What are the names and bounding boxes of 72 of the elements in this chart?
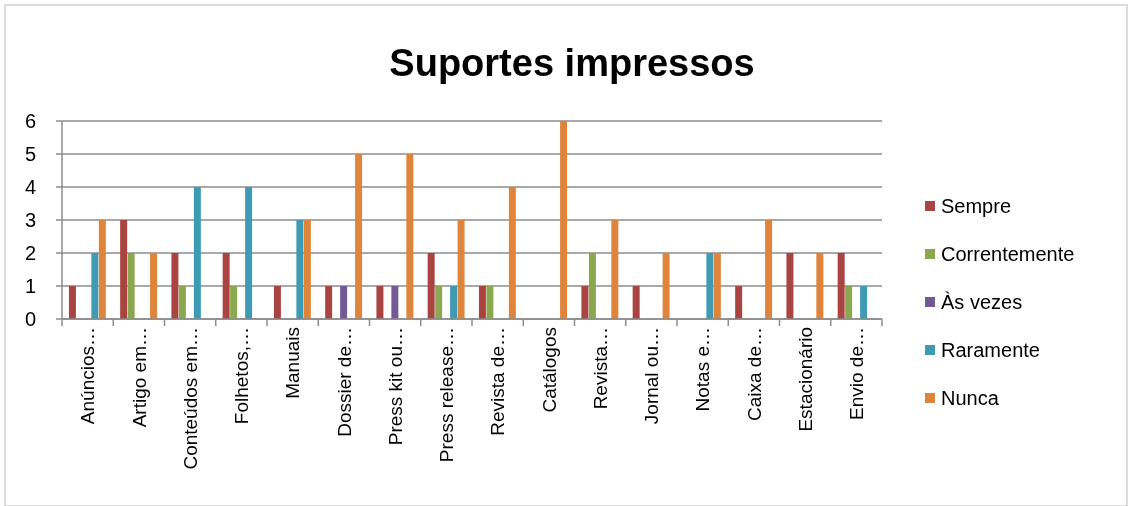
bar	[735, 286, 743, 319]
bar	[588, 253, 596, 319]
legend-label: Às vezes	[941, 291, 1023, 313]
bar	[816, 253, 824, 319]
bar	[193, 187, 201, 319]
y-tick-label: 4	[24, 176, 36, 198]
bar	[486, 286, 494, 319]
bar	[457, 220, 465, 319]
bar	[230, 286, 238, 319]
bar	[171, 253, 179, 319]
bar	[303, 220, 311, 319]
x-tick-label: Caixa de…	[743, 327, 765, 421]
bar	[178, 286, 186, 319]
y-tick-label: 6	[24, 110, 36, 132]
bar	[120, 220, 128, 319]
y-tick-label: 3	[24, 209, 36, 231]
bar	[581, 286, 589, 319]
legend-label: Raramente	[941, 339, 1040, 361]
bar	[127, 253, 135, 319]
x-tick-label: Revista…	[589, 327, 611, 410]
x-tick-label: Press kit ou…	[384, 327, 406, 446]
x-tick-label: Artigo em…	[128, 327, 150, 428]
x-tick-label: Press release…	[436, 327, 458, 463]
chart-title: Suportes impressos	[389, 42, 755, 84]
x-tick-label: Manuais	[282, 327, 304, 399]
bar	[245, 187, 253, 319]
x-tick-label: Anúncios…	[77, 327, 99, 425]
bar	[765, 220, 773, 319]
legend-label: Correntemente	[941, 243, 1075, 265]
bar	[427, 253, 435, 319]
bar	[376, 286, 384, 319]
legend-label: Nunca	[941, 387, 1000, 409]
bar	[632, 286, 640, 319]
bar	[713, 253, 721, 319]
y-tick-label: 5	[24, 143, 36, 165]
bar	[91, 253, 99, 319]
bar	[786, 253, 794, 319]
bar	[478, 286, 486, 319]
bar	[98, 220, 106, 319]
x-tick-label: Jornal ou…	[641, 327, 663, 425]
bar	[68, 286, 76, 319]
bar	[325, 286, 333, 319]
x-tick-label: Notas e…	[692, 327, 714, 412]
y-tick-label: 1	[24, 275, 36, 297]
bar	[837, 253, 845, 319]
bar	[150, 253, 158, 319]
bar	[435, 286, 443, 319]
bar	[845, 286, 853, 319]
bar	[296, 220, 304, 319]
y-tick-label: 0	[24, 308, 36, 330]
x-tick-label: Catálogos	[538, 327, 560, 413]
legend-label: Sempre	[941, 195, 1012, 217]
bar	[662, 253, 670, 319]
x-tick-label: Folhetos,…	[231, 327, 253, 425]
x-tick-label: Conteúdos em…	[179, 327, 201, 470]
bar	[391, 286, 399, 319]
x-tick-label: Dossier de…	[333, 327, 355, 437]
bar	[273, 286, 281, 319]
bar	[340, 286, 348, 319]
bar	[406, 154, 414, 319]
bar	[860, 286, 868, 319]
bar	[508, 187, 516, 319]
y-tick-label: 2	[24, 242, 36, 264]
bar	[560, 121, 568, 319]
bar	[611, 220, 619, 319]
x-tick-label: Estacionário	[794, 327, 816, 432]
bar	[450, 286, 458, 319]
bar	[355, 154, 363, 319]
bar	[706, 253, 714, 319]
x-tick-label: Revista de…	[487, 327, 509, 436]
bar	[222, 253, 230, 319]
x-tick-label: Envio de…	[846, 327, 868, 420]
